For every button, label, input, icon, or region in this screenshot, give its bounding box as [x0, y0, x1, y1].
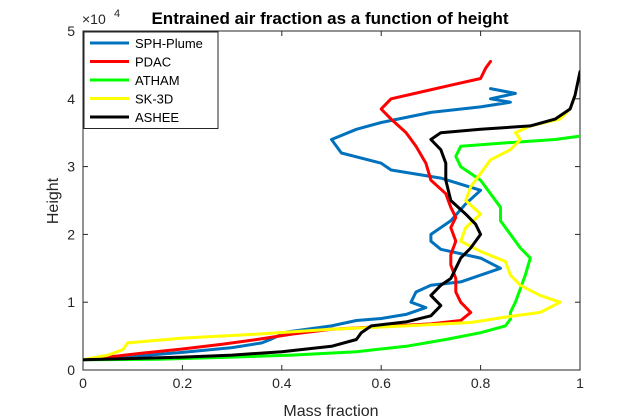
y-exponent-power: 4	[114, 8, 120, 20]
y-tick-label: 3	[67, 159, 75, 175]
y-tick-label: 0	[67, 362, 75, 378]
y-tick-label: 1	[67, 294, 75, 310]
y-tick-label: 2	[67, 226, 75, 242]
legend: SPH-Plume PDAC ATHAM SK-3D ASHEE	[83, 31, 219, 129]
legend-entry-label: PDAC	[135, 55, 171, 70]
x-tick-label: 0.8	[471, 375, 491, 391]
x-axis-label: Mass fraction	[283, 403, 378, 420]
y-tick-label: 4	[67, 91, 75, 107]
legend-entry-label: SK-3D	[135, 92, 173, 107]
series-line-ashee	[83, 70, 580, 362]
x-tick-label: 0.2	[173, 375, 193, 391]
y-exponent-base: ×10	[82, 11, 106, 27]
series-line-atham	[83, 134, 580, 362]
legend-entry-label: SPH-Plume	[135, 36, 203, 51]
series-line-sk-3d	[83, 93, 577, 362]
x-tick-label: 0	[79, 375, 87, 391]
x-tick-label: 1	[576, 375, 584, 391]
series-layer	[83, 60, 580, 362]
legend-entry-label: ASHEE	[135, 110, 179, 125]
series-line-pdac	[83, 60, 492, 362]
y-axis-label: Height	[45, 177, 62, 224]
x-tick-label: 0.4	[272, 375, 292, 391]
x-tick-label: 0.6	[371, 375, 391, 391]
legend-entry-label: ATHAM	[135, 73, 180, 88]
chart-title: Entrained air fraction as a function of …	[151, 9, 508, 28]
y-tick-label: 5	[67, 23, 75, 39]
